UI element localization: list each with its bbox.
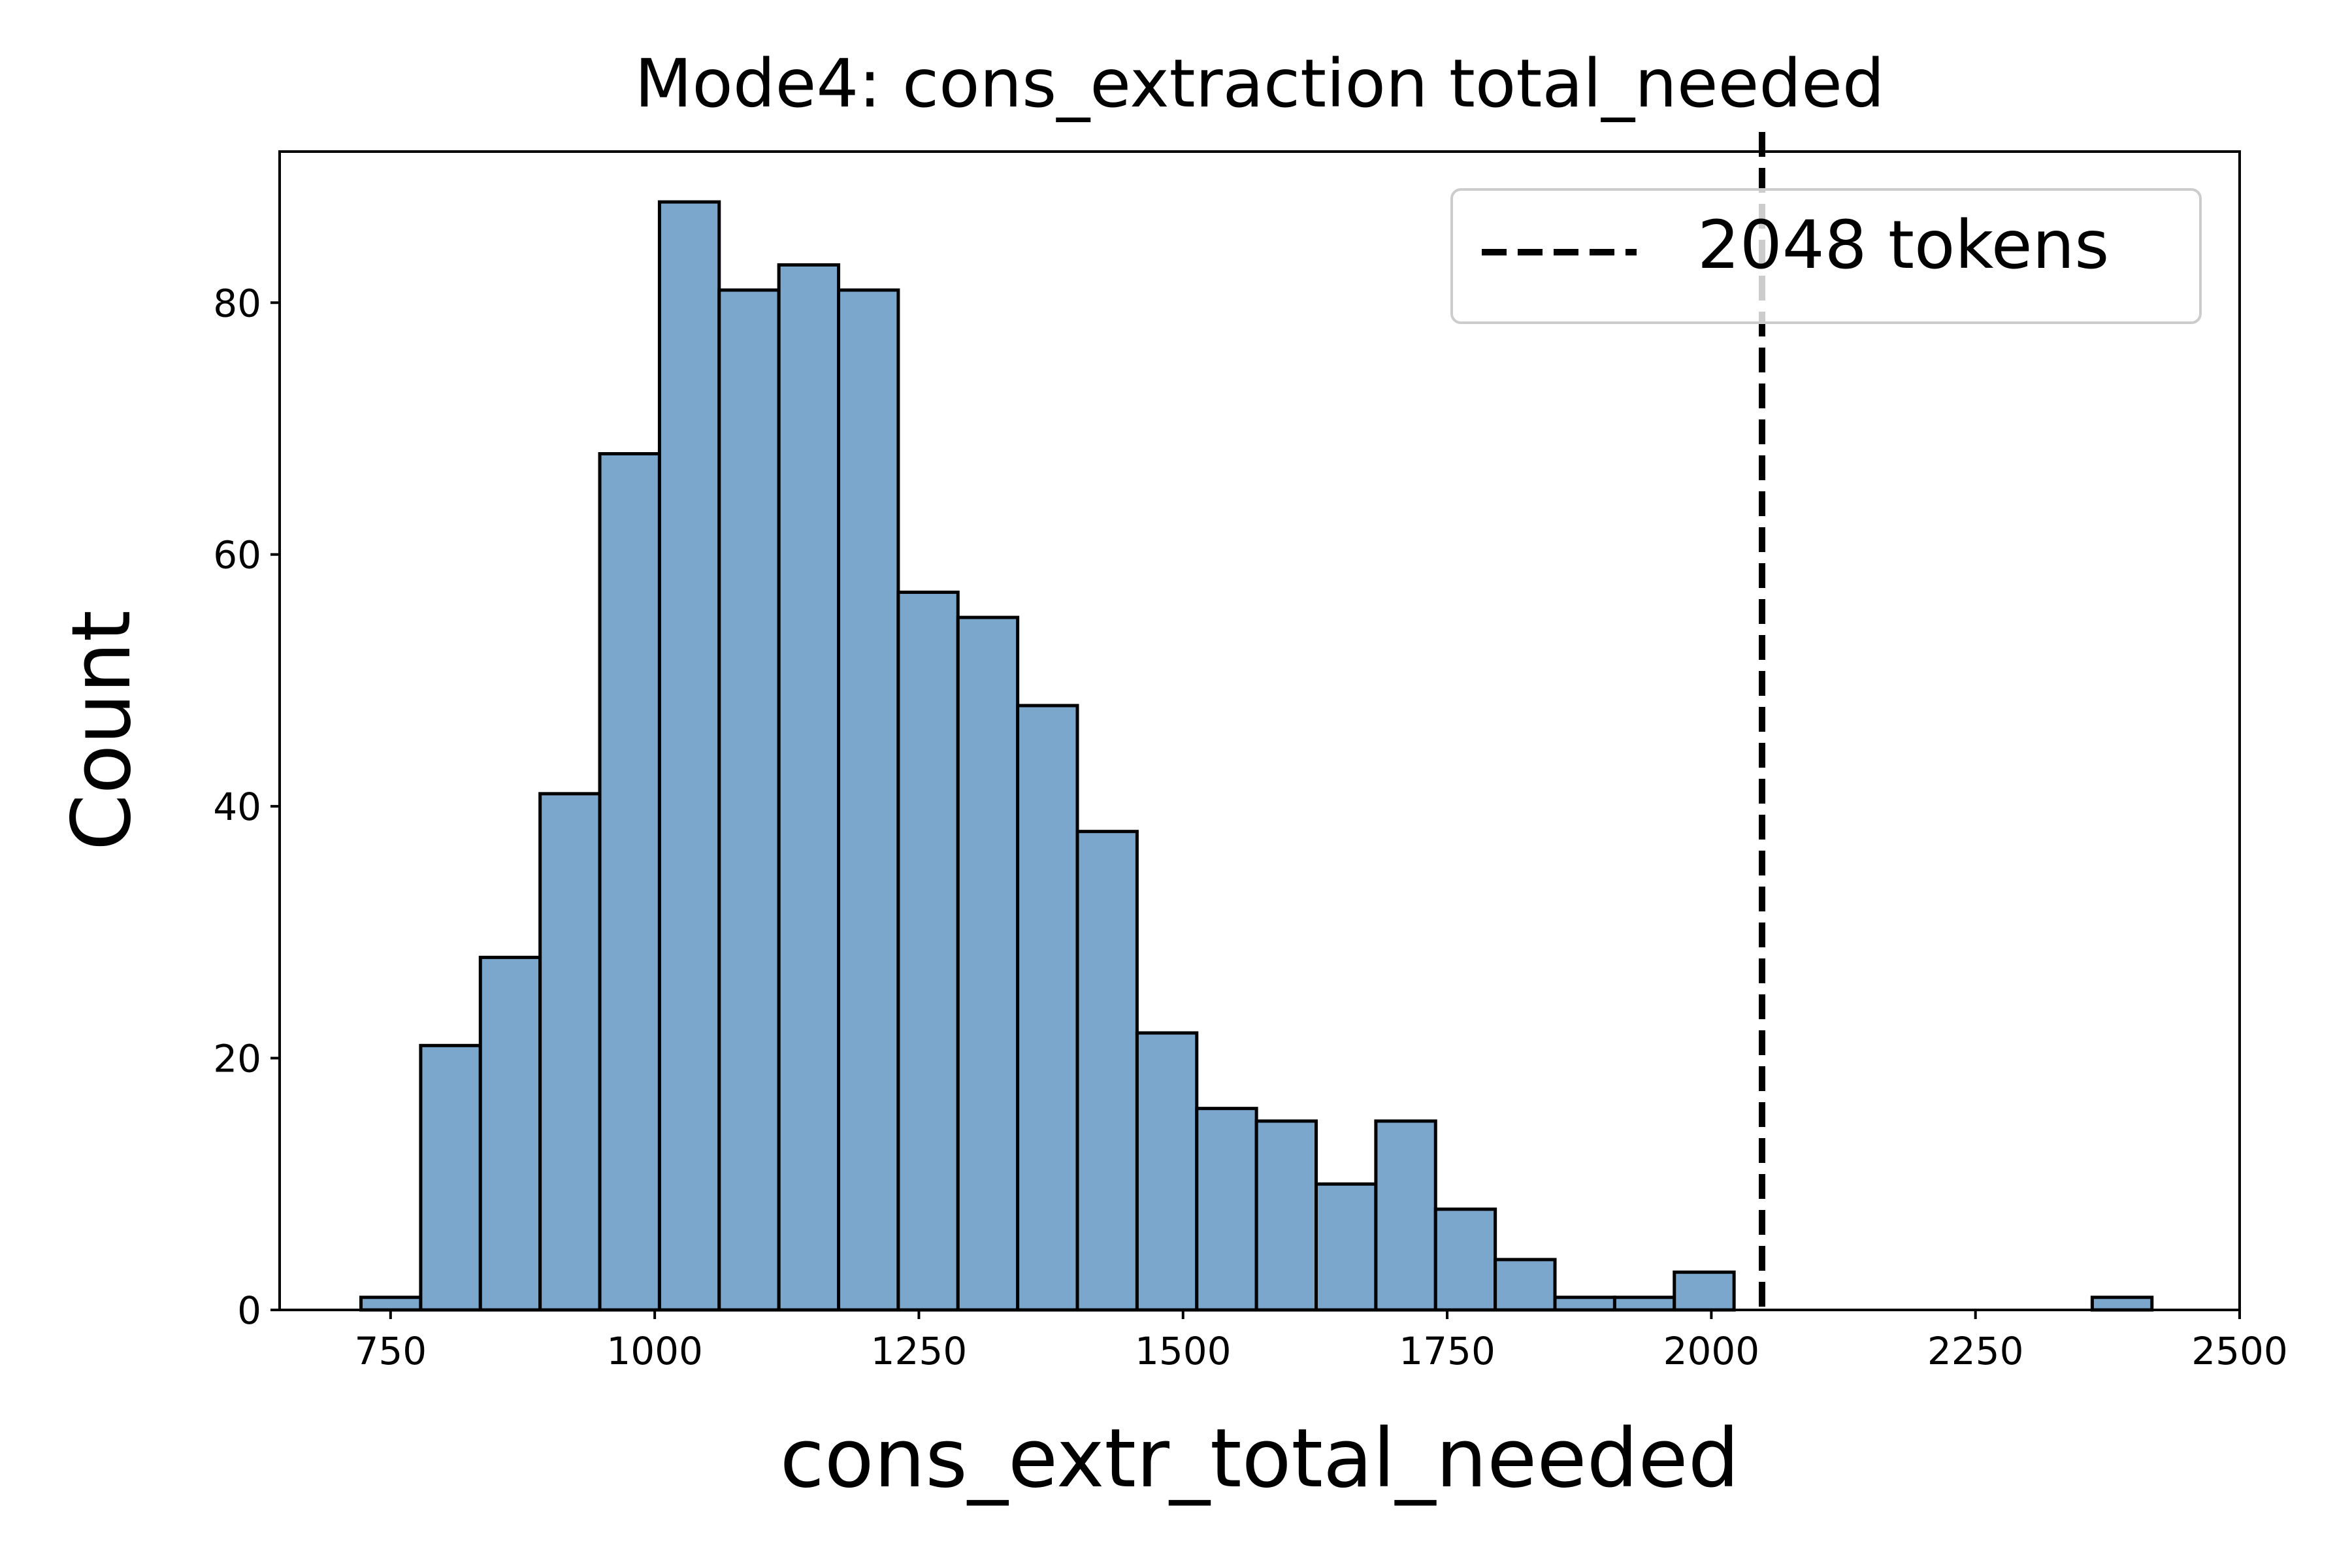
x-axis-label: cons_extr_total_needed [780, 1412, 1740, 1506]
x-tick-label: 2500 [2191, 1329, 2288, 1373]
x-tick-label: 2000 [1663, 1329, 1760, 1373]
histogram-bars [359, 200, 2154, 1312]
legend-entry-label: 2048 tokens [1697, 206, 2109, 284]
histogram-bar-17 [1374, 1119, 1437, 1312]
y-tick-label: 80 [213, 281, 261, 325]
histogram-bar-12 [1075, 830, 1139, 1312]
histogram-bar-9 [896, 591, 960, 1312]
x-tick-label: 1000 [606, 1329, 703, 1373]
histogram-bar-19 [1494, 1258, 1557, 1312]
x-tick-label: 750 [354, 1329, 427, 1373]
legend: 2048 tokens [1450, 188, 2202, 324]
legend-box [1450, 188, 2202, 324]
histogram-bar-1 [419, 1043, 482, 1312]
histogram-bar-14 [1195, 1107, 1258, 1312]
histogram-bar-4 [598, 452, 661, 1312]
histogram-bar-6 [717, 288, 781, 1312]
histogram-bar-10 [956, 615, 1020, 1312]
x-tick-label: 2250 [1927, 1329, 2024, 1373]
histogram-bar-18 [1433, 1207, 1497, 1312]
x-axis-ticks: 750 1000 1250 1500 1750 2000 2250 2500 [354, 1310, 2288, 1373]
y-axis-label: Count [55, 610, 149, 851]
x-tick-label: 1250 [871, 1329, 968, 1373]
y-tick-label: 20 [213, 1037, 261, 1081]
y-tick-label: 60 [213, 533, 261, 578]
histogram-bar-7 [777, 263, 841, 1312]
histogram-bar-0 [359, 1296, 423, 1312]
histogram-bar-29 [2090, 1296, 2154, 1312]
y-tick-label: 40 [213, 785, 261, 829]
histogram-bar-11 [1016, 704, 1079, 1312]
x-tick-label: 1500 [1135, 1329, 1232, 1373]
plot-area-frame [278, 150, 2241, 1311]
histogram-bar-3 [538, 792, 602, 1312]
histogram-bar-21 [1612, 1296, 1676, 1312]
histogram-bar-15 [1254, 1119, 1318, 1312]
chart-title: Mode4: cons_extraction total_needed [634, 45, 1884, 123]
histogram-bar-5 [657, 200, 721, 1312]
histogram-bar-20 [1553, 1296, 1616, 1312]
histogram-bar-8 [837, 288, 900, 1312]
x-tick-label: 1750 [1399, 1329, 1495, 1373]
y-axis-ticks: 0 20 40 60 80 [213, 281, 280, 1333]
y-tick-label: 0 [237, 1288, 261, 1333]
histogram-bar-16 [1315, 1182, 1378, 1312]
histogram-bar-2 [478, 955, 542, 1312]
histogram-bar-22 [1673, 1270, 1736, 1312]
histogram-bar-13 [1135, 1031, 1199, 1312]
